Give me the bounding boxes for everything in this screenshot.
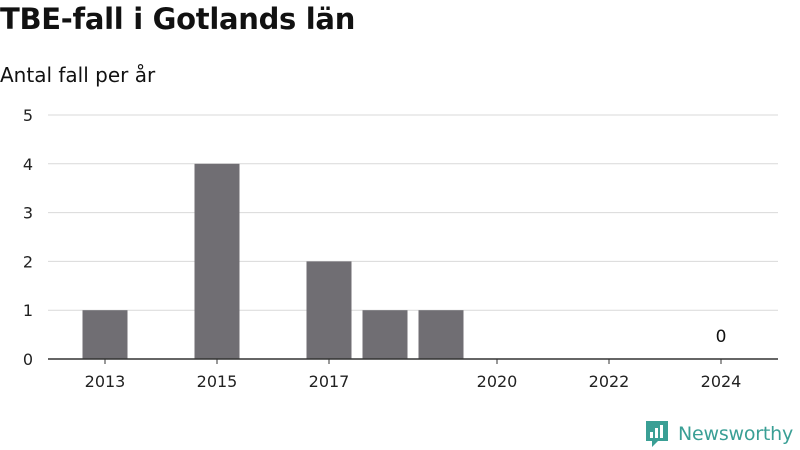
x-tick-label: 2017	[309, 372, 350, 391]
y-tick-label: 5	[23, 106, 33, 125]
chart-title: TBE-fall i Gotlands län	[0, 2, 356, 36]
y-tick-label: 4	[23, 155, 33, 174]
brand-name: Newsworthy	[678, 423, 794, 445]
y-tick-label: 0	[23, 350, 33, 369]
x-tick-label: 2024	[701, 372, 742, 391]
newsworthy-logo-icon	[646, 421, 668, 447]
bar	[82, 310, 128, 359]
x-tick-label: 2022	[589, 372, 630, 391]
x-tick-label: 2015	[197, 372, 238, 391]
bar	[194, 163, 240, 359]
bar	[362, 310, 408, 359]
bar	[306, 261, 352, 359]
y-tick-label: 2	[23, 252, 33, 271]
y-tick-label: 3	[23, 204, 33, 223]
y-tick-label: 1	[23, 301, 33, 320]
bar	[418, 310, 464, 359]
x-tick-label: 2020	[477, 372, 518, 391]
newsworthy-logo: Newsworthy	[644, 419, 793, 449]
x-tick-label: 2013	[85, 372, 126, 391]
data-label: 0	[716, 327, 727, 347]
chart-subtitle: Antal fall per år	[0, 63, 156, 87]
